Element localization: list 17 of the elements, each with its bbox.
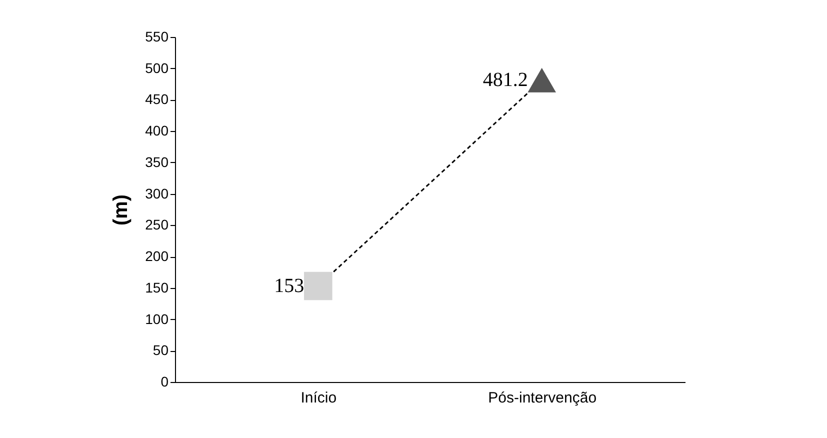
y-tick-label: 250 xyxy=(145,216,169,233)
x-tick-label: Início xyxy=(300,390,337,406)
y-tick-label: 350 xyxy=(145,154,169,170)
y-tick-label: 450 xyxy=(145,91,169,108)
y-tick-label: 400 xyxy=(145,122,169,139)
y-tick-label: 150 xyxy=(145,279,169,296)
data-label: 481.2 xyxy=(482,69,528,92)
y-tick-label: 200 xyxy=(145,248,169,264)
x-tick-label: Pós-intervenção xyxy=(488,390,597,406)
data-label: 153 xyxy=(274,275,304,298)
y-tick-label: 100 xyxy=(145,310,169,327)
y-axis-title: (m) xyxy=(110,194,132,226)
y-tick-label: 300 xyxy=(145,185,169,202)
y-tick-label: 0 xyxy=(160,374,169,390)
y-tick-label: 50 xyxy=(152,342,169,358)
y-tick-label: 500 xyxy=(145,60,169,76)
y-tick-label: 550 xyxy=(145,28,169,44)
